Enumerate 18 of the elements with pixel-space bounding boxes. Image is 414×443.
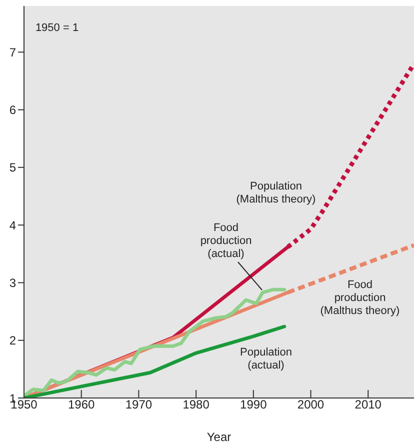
x-tick-label: 2000 [297,398,324,412]
y-tick-label: 2 [9,334,16,348]
x-tick-label: 1970 [125,398,152,412]
x-tick-label: 1990 [240,398,268,412]
y-tick-label: 3 [9,276,16,290]
x-tick-label: 1960 [68,398,96,412]
y-tick-label: 5 [9,160,16,175]
y-tick-label: 6 [9,103,16,118]
annotation: Population (Malthus theory) [236,180,316,206]
annotation: 1950 = 1 [35,22,79,34]
x-axis-title: Year [206,430,232,443]
x-tick-label: 1980 [182,398,210,412]
y-tick-label: 7 [9,45,16,60]
annotation: Population (actual) [240,346,292,372]
y-tick-label: 4 [9,218,16,232]
x-tick-label: 2010 [354,398,382,412]
annotation: Food production (actual) [200,222,252,260]
annotation: Food production (Malthus theory) [320,279,400,317]
